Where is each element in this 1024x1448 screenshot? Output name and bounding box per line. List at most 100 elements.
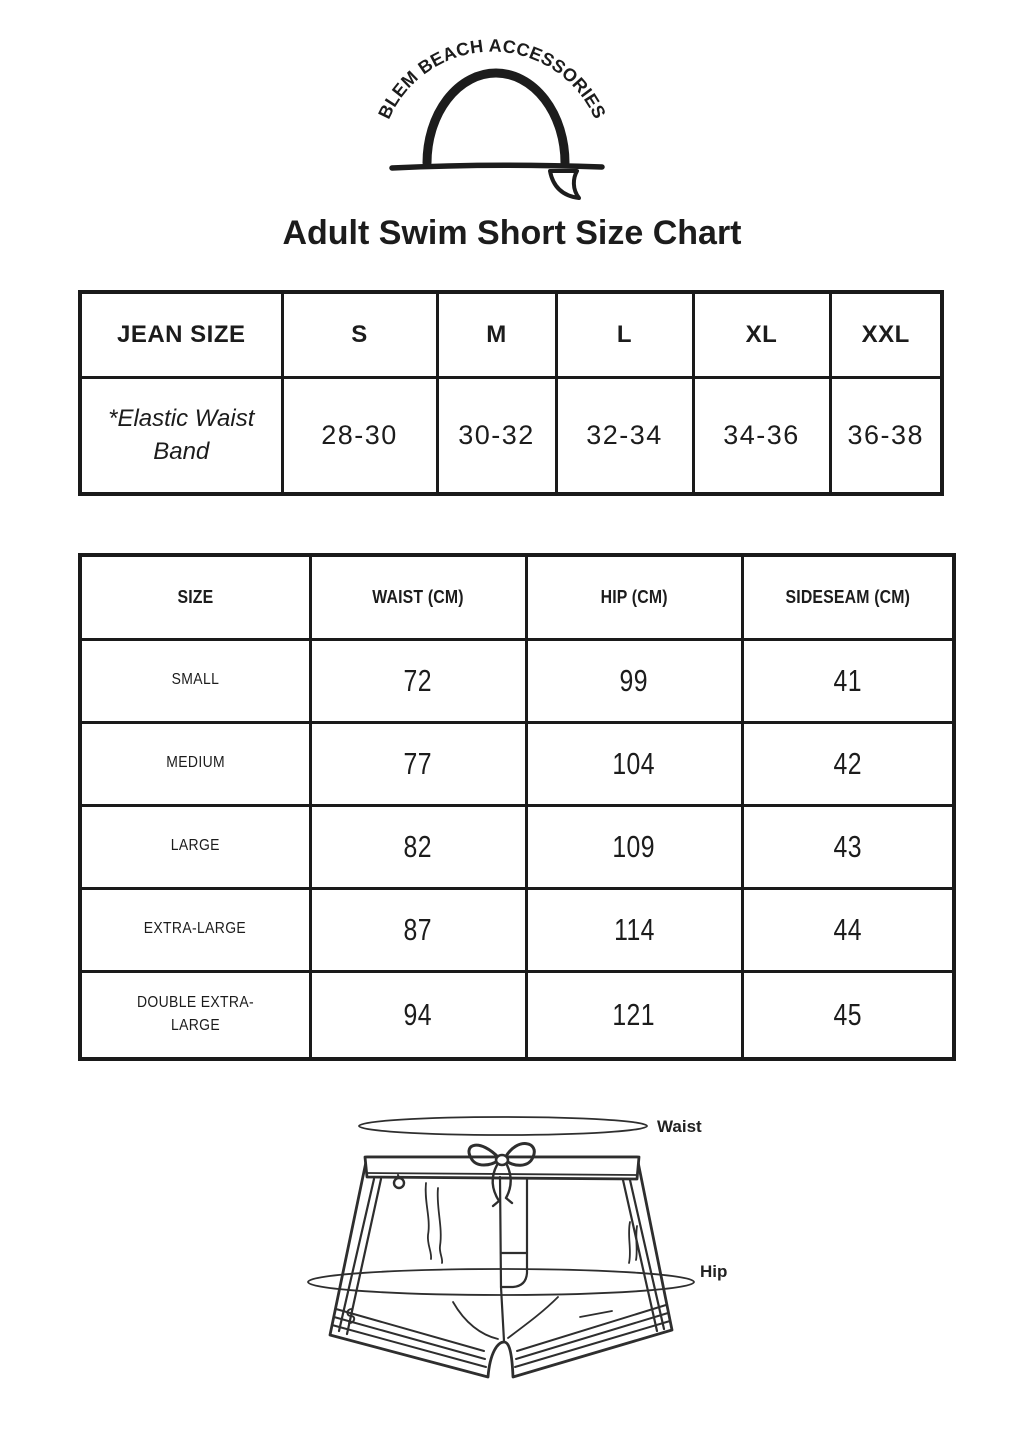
hip-value: 121 [612, 996, 656, 1032]
table-row-medium: MEDIUM 77 104 42 [78, 720, 956, 807]
waist-value: 82 [403, 828, 433, 864]
hip-value: 104 [612, 745, 656, 781]
jean-size-header-cell: L [554, 290, 695, 379]
waist-cell: 77 [308, 720, 528, 807]
jean-size-header-row: JEAN SIZE S M L XL XXL [78, 290, 944, 379]
hip-value: 99 [619, 662, 649, 698]
measurement-header-cell: HIP (CM) [524, 553, 744, 641]
header-label: SIDESEAM (CM) [785, 586, 911, 607]
jean-size-value-row: *Elastic Waist Band 28-30 30-32 32-34 34… [78, 375, 944, 496]
sideseam-value: 42 [833, 745, 862, 781]
jean-size-value-cell: 36-38 [828, 375, 944, 496]
measurement-table: SIZE WAIST (CM) HIP (CM) SIDESEAM (CM) S… [78, 553, 956, 1061]
waist-value: 87 [403, 911, 433, 947]
size-label: EXTRA-LARGE [144, 920, 247, 938]
wrinkle-line [628, 1221, 631, 1264]
left-side-stripes [337, 1177, 383, 1336]
waist-cell: 87 [308, 886, 528, 973]
bow-tail-left [491, 1163, 501, 1208]
logo-board-icon [389, 162, 605, 171]
jean-size-header-cell: XL [691, 290, 832, 379]
jean-size-header-cell: S [280, 290, 439, 379]
page-title: Adult Swim Short Size Chart [282, 214, 742, 252]
bow-left-loop [467, 1143, 501, 1167]
bow-knot [494, 1153, 510, 1167]
hip-cell: 104 [524, 720, 744, 807]
right-hem-stripes [514, 1304, 671, 1368]
hip-value: 114 [613, 911, 655, 947]
hip-value: 109 [612, 828, 656, 864]
waist-cell: 94 [308, 969, 528, 1061]
waist-label: Waist [657, 1117, 702, 1136]
jean-size-header-cell: JEAN SIZE [78, 290, 284, 379]
brand-logo: BLEM BEACH ACCESSORIES [374, 36, 609, 200]
table-row-extra-large: EXTRA-LARGE 87 114 44 [78, 886, 956, 973]
logo-arc-text-holder: BLEM BEACH ACCESSORIES [374, 36, 609, 122]
hip-label: Hip [700, 1262, 727, 1281]
hip-cell: 114 [524, 886, 744, 973]
jean-size-header-cell: XXL [828, 290, 944, 379]
size-cell: LARGE [78, 803, 312, 890]
waist-value: 72 [403, 662, 433, 698]
size-label: SMALL [171, 671, 220, 689]
table-row-large: LARGE 82 109 43 [78, 803, 956, 890]
sideseam-cell: 43 [740, 803, 956, 890]
sideseam-value: 44 [833, 911, 862, 947]
size-cell: EXTRA-LARGE [78, 886, 312, 973]
hip-cell: 121 [524, 969, 744, 1061]
logo-dome-icon [422, 68, 570, 168]
wrinkle-line [424, 1182, 433, 1260]
sideseam-cell: 45 [740, 969, 956, 1061]
crotch-sketch-line [579, 1310, 613, 1318]
measurement-header-row: SIZE WAIST (CM) HIP (CM) SIDESEAM (CM) [78, 553, 956, 641]
leg-logo-mark [346, 1308, 356, 1324]
waist-value: 94 [403, 996, 433, 1032]
sideseam-cell: 41 [740, 637, 956, 724]
sideseam-cell: 42 [740, 720, 956, 807]
waist-measure-ellipse [358, 1116, 648, 1136]
jean-size-value-cell: 28-30 [280, 375, 439, 496]
table-row-small: SMALL 72 99 41 [78, 637, 956, 724]
jean-size-table: JEAN SIZE S M L XL XXL *Elastic Waist Ba… [78, 290, 944, 496]
measurement-header-cell: SIZE [78, 553, 312, 641]
elastic-waist-band-label: *Elastic Waist Band [78, 375, 284, 496]
header-label: WAIST (CM) [372, 586, 464, 607]
size-cell: MEDIUM [78, 720, 312, 807]
sideseam-value: 45 [833, 996, 862, 1032]
measurement-header-cell: SIDESEAM (CM) [740, 553, 956, 641]
left-hem-stripes [331, 1308, 487, 1368]
table-row-double-extra-large: DOUBLE EXTRA-LARGE 94 121 45 [78, 969, 956, 1061]
crotch-sketch-line [452, 1301, 499, 1340]
waistband-stitch [367, 1172, 637, 1176]
header-label: HIP (CM) [600, 586, 668, 607]
fly-stitch [499, 1177, 529, 1289]
swim-short-diagram: Waist Hip [307, 1116, 727, 1379]
eyelet-thread [397, 1174, 400, 1179]
header-label: SIZE [177, 586, 214, 607]
bow-right-loop [503, 1142, 536, 1167]
crotch-sketch-line [507, 1296, 559, 1339]
logo-fin-icon [548, 169, 581, 200]
sideseam-value: 41 [833, 662, 862, 698]
waist-cell: 82 [308, 803, 528, 890]
jean-size-header-cell: M [435, 290, 558, 379]
waist-value: 77 [403, 745, 433, 781]
hip-cell: 99 [524, 637, 744, 724]
jean-size-value-cell: 34-36 [691, 375, 832, 496]
size-label: LARGE [170, 837, 220, 855]
size-label: DOUBLE EXTRA-LARGE [136, 994, 254, 1034]
size-cell: DOUBLE EXTRA-LARGE [78, 969, 312, 1061]
size-cell: SMALL [78, 637, 312, 724]
waist-cell: 72 [308, 637, 528, 724]
hip-cell: 109 [524, 803, 744, 890]
size-label: MEDIUM [165, 754, 225, 772]
sideseam-value: 43 [833, 828, 862, 864]
wrinkle-line [436, 1187, 444, 1264]
jean-size-value-cell: 30-32 [435, 375, 558, 496]
right-side-stripes [621, 1178, 666, 1333]
logo-arc-text: BLEM BEACH ACCESSORIES [374, 36, 609, 122]
bow-tail-right [504, 1163, 514, 1205]
wrinkle-line [635, 1225, 638, 1261]
sideseam-cell: 44 [740, 886, 956, 973]
